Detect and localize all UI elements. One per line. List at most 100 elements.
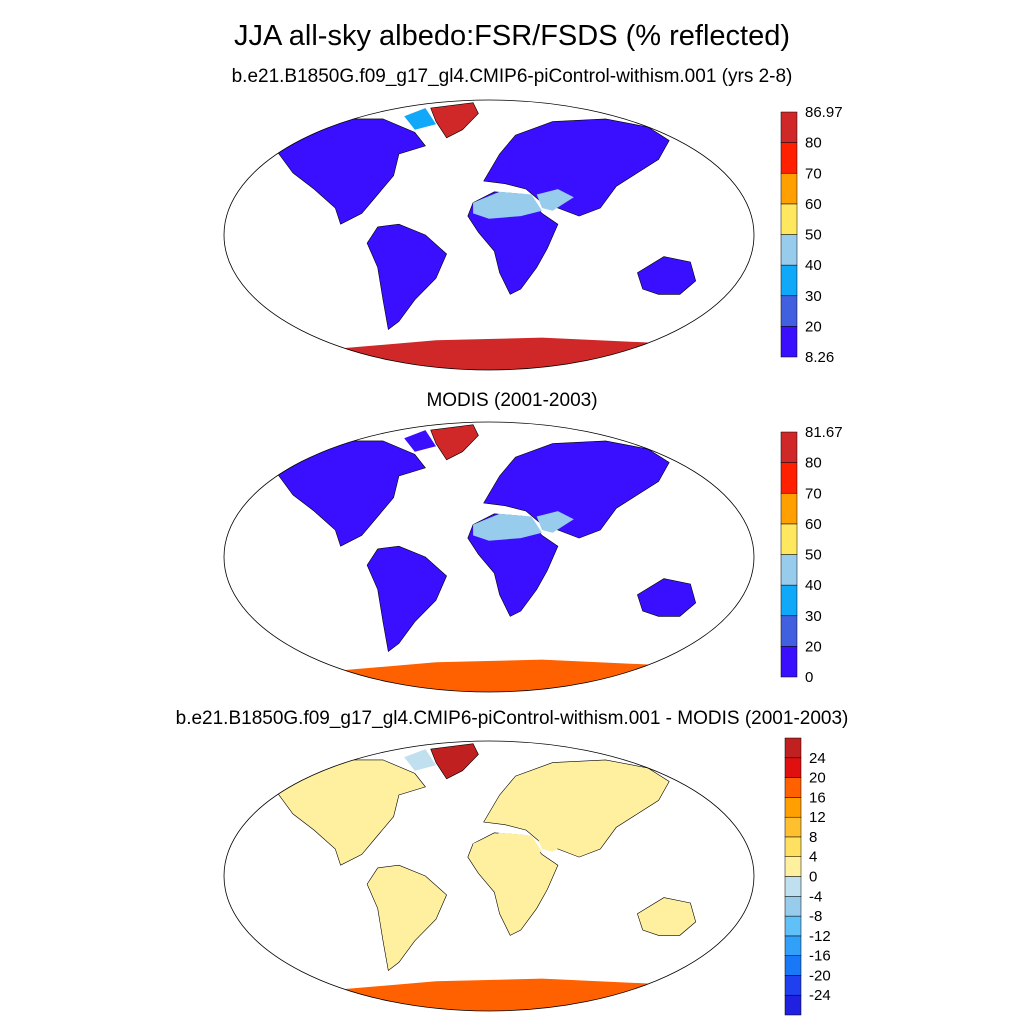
- colorbar-2-segment: [780, 493, 798, 525]
- colorbar-3-label: -12: [809, 928, 831, 945]
- colorbar-2-label: 81.67: [805, 424, 843, 441]
- colorbar-3-label: -16: [809, 948, 831, 965]
- colorbar-3-segment: [784, 816, 802, 838]
- colorbar-2-segment: [780, 523, 798, 555]
- colorbar-1-segment: [780, 234, 798, 266]
- colorbar-3: -24 -20 -16 -12 -8 -4 0 4 8 12 16 20 24: [784, 737, 831, 1016]
- colorbar-3-segment: [784, 896, 802, 917]
- colorbar-3-label: 16: [809, 789, 826, 806]
- colorbar-1-segment: [780, 264, 798, 296]
- landmass-eurasia: [483, 759, 670, 858]
- panel-2-subtitle: MODIS (2001-2003): [426, 390, 598, 411]
- colorbar-3-segment: [784, 777, 802, 798]
- colorbar-3-segment: [784, 935, 802, 956]
- colorbar-3-segment: [784, 836, 802, 857]
- colorbar-2-label: 20: [805, 638, 822, 655]
- colorbar-2-segment: [780, 584, 798, 616]
- region-desert1: [473, 832, 542, 860]
- landmass-samerica: [366, 545, 447, 653]
- landmass-namerica: [276, 759, 426, 866]
- colorbar-3-segment: [784, 915, 802, 937]
- colorbar-3-label: 8: [809, 829, 817, 846]
- colorbar-2-label: 0: [805, 669, 813, 686]
- colorbar-2-label: 70: [805, 485, 822, 502]
- colorbar-3-label: -4: [809, 888, 822, 905]
- colorbar-3-segment: [784, 955, 802, 976]
- region-desert2: [536, 189, 574, 211]
- colorbar-3-segment: [784, 797, 802, 818]
- colorbar-3-label: 0: [809, 869, 817, 886]
- region-desert1: [473, 191, 542, 219]
- colorbar-3-segment: [784, 737, 802, 759]
- colorbar-1-label: 30: [805, 288, 822, 305]
- colorbar-3-label: -24: [809, 987, 831, 1004]
- colorbar-3-segment: [784, 757, 802, 778]
- colorbar-2-label: 40: [805, 577, 822, 594]
- map-border-1: [223, 99, 755, 371]
- colorbar-2-label: 30: [805, 608, 822, 625]
- region-desert2: [536, 511, 574, 533]
- landmass-samerica: [366, 864, 447, 972]
- map-body-2: [276, 424, 697, 692]
- landmass-australia: [637, 256, 697, 295]
- colorbar-1-segment: [780, 111, 798, 143]
- landmass-australia: [637, 578, 697, 617]
- colorbar-3-segment: [784, 994, 802, 1016]
- colorbar-2-segment: [780, 462, 798, 494]
- colorbar-2-segment: [780, 431, 798, 463]
- colorbar-3-segment: [784, 876, 802, 897]
- colorbar-1-label: 80: [805, 135, 822, 152]
- colorbar-1-label: 86.97: [805, 104, 843, 121]
- region-arctic1: [287, 427, 341, 447]
- region-arctic2: [404, 430, 436, 452]
- colorbar-1-label: 40: [805, 257, 822, 274]
- colorbar-1-segment: [780, 142, 798, 174]
- landmass-australia: [637, 897, 697, 936]
- colorbar-2-label: 80: [805, 455, 822, 472]
- figure-title: JJA all-sky albedo:FSR/FSDS (% reflected…: [233, 20, 790, 52]
- region-arctic1: [287, 105, 341, 125]
- colorbar-1-label: 70: [805, 165, 822, 182]
- colorbar-3-label: 12: [809, 809, 826, 826]
- colorbar-1-segment: [780, 173, 798, 205]
- landmass-greenland: [430, 743, 479, 780]
- colorbar-3-label: 4: [809, 849, 817, 866]
- colorbar-1-segment: [780, 203, 798, 235]
- colorbar-2-label: 60: [805, 516, 822, 533]
- landmass-greenland: [430, 102, 479, 139]
- colorbar-3-segment: [784, 975, 802, 996]
- map-body-1: [276, 102, 697, 370]
- landmass-samerica: [366, 223, 447, 331]
- colorbar-2: 0 20 30 40 50 60 70 80 81.67: [780, 424, 843, 686]
- landmass-namerica: [276, 440, 426, 547]
- region-arctic1: [287, 746, 341, 766]
- panel-3-subtitle: b.e21.B1850G.f09_g17_gl4.CMIP6-piControl…: [175, 708, 849, 729]
- colorbar-1-label: 8.26: [805, 349, 834, 366]
- landmass-antarctica: [319, 337, 670, 370]
- region-desert2: [536, 830, 574, 852]
- colorbar-1-label: 20: [805, 318, 822, 335]
- colorbar-1-label: 50: [805, 227, 822, 244]
- map-border-2: [223, 421, 755, 693]
- colorbar-2-segment: [780, 615, 798, 647]
- landmass-eurasia: [483, 440, 670, 539]
- colorbar-2-segment: [780, 646, 798, 678]
- region-desert1: [473, 513, 542, 541]
- landmass-eurasia: [483, 118, 670, 217]
- landmass-antarctica: [319, 978, 670, 1011]
- colorbar-2-segment: [780, 554, 798, 586]
- colorbar-3-label: 24: [809, 750, 826, 767]
- map-body-3: [276, 743, 697, 1011]
- colorbar-3-label: 20: [809, 770, 826, 787]
- colorbar-3-segment: [784, 856, 802, 877]
- landmass-greenland: [430, 424, 479, 461]
- colorbar-3-label: -8: [809, 908, 822, 925]
- panel-1-subtitle: b.e21.B1850G.f09_g17_gl4.CMIP6-piControl…: [231, 66, 793, 87]
- colorbar-1-label: 60: [805, 196, 822, 213]
- region-arctic2: [404, 108, 436, 130]
- map-border-3: [223, 740, 755, 1012]
- map-panel-2: [223, 421, 755, 693]
- map-panel-3: [223, 740, 755, 1012]
- colorbar-3-label: -20: [809, 967, 831, 984]
